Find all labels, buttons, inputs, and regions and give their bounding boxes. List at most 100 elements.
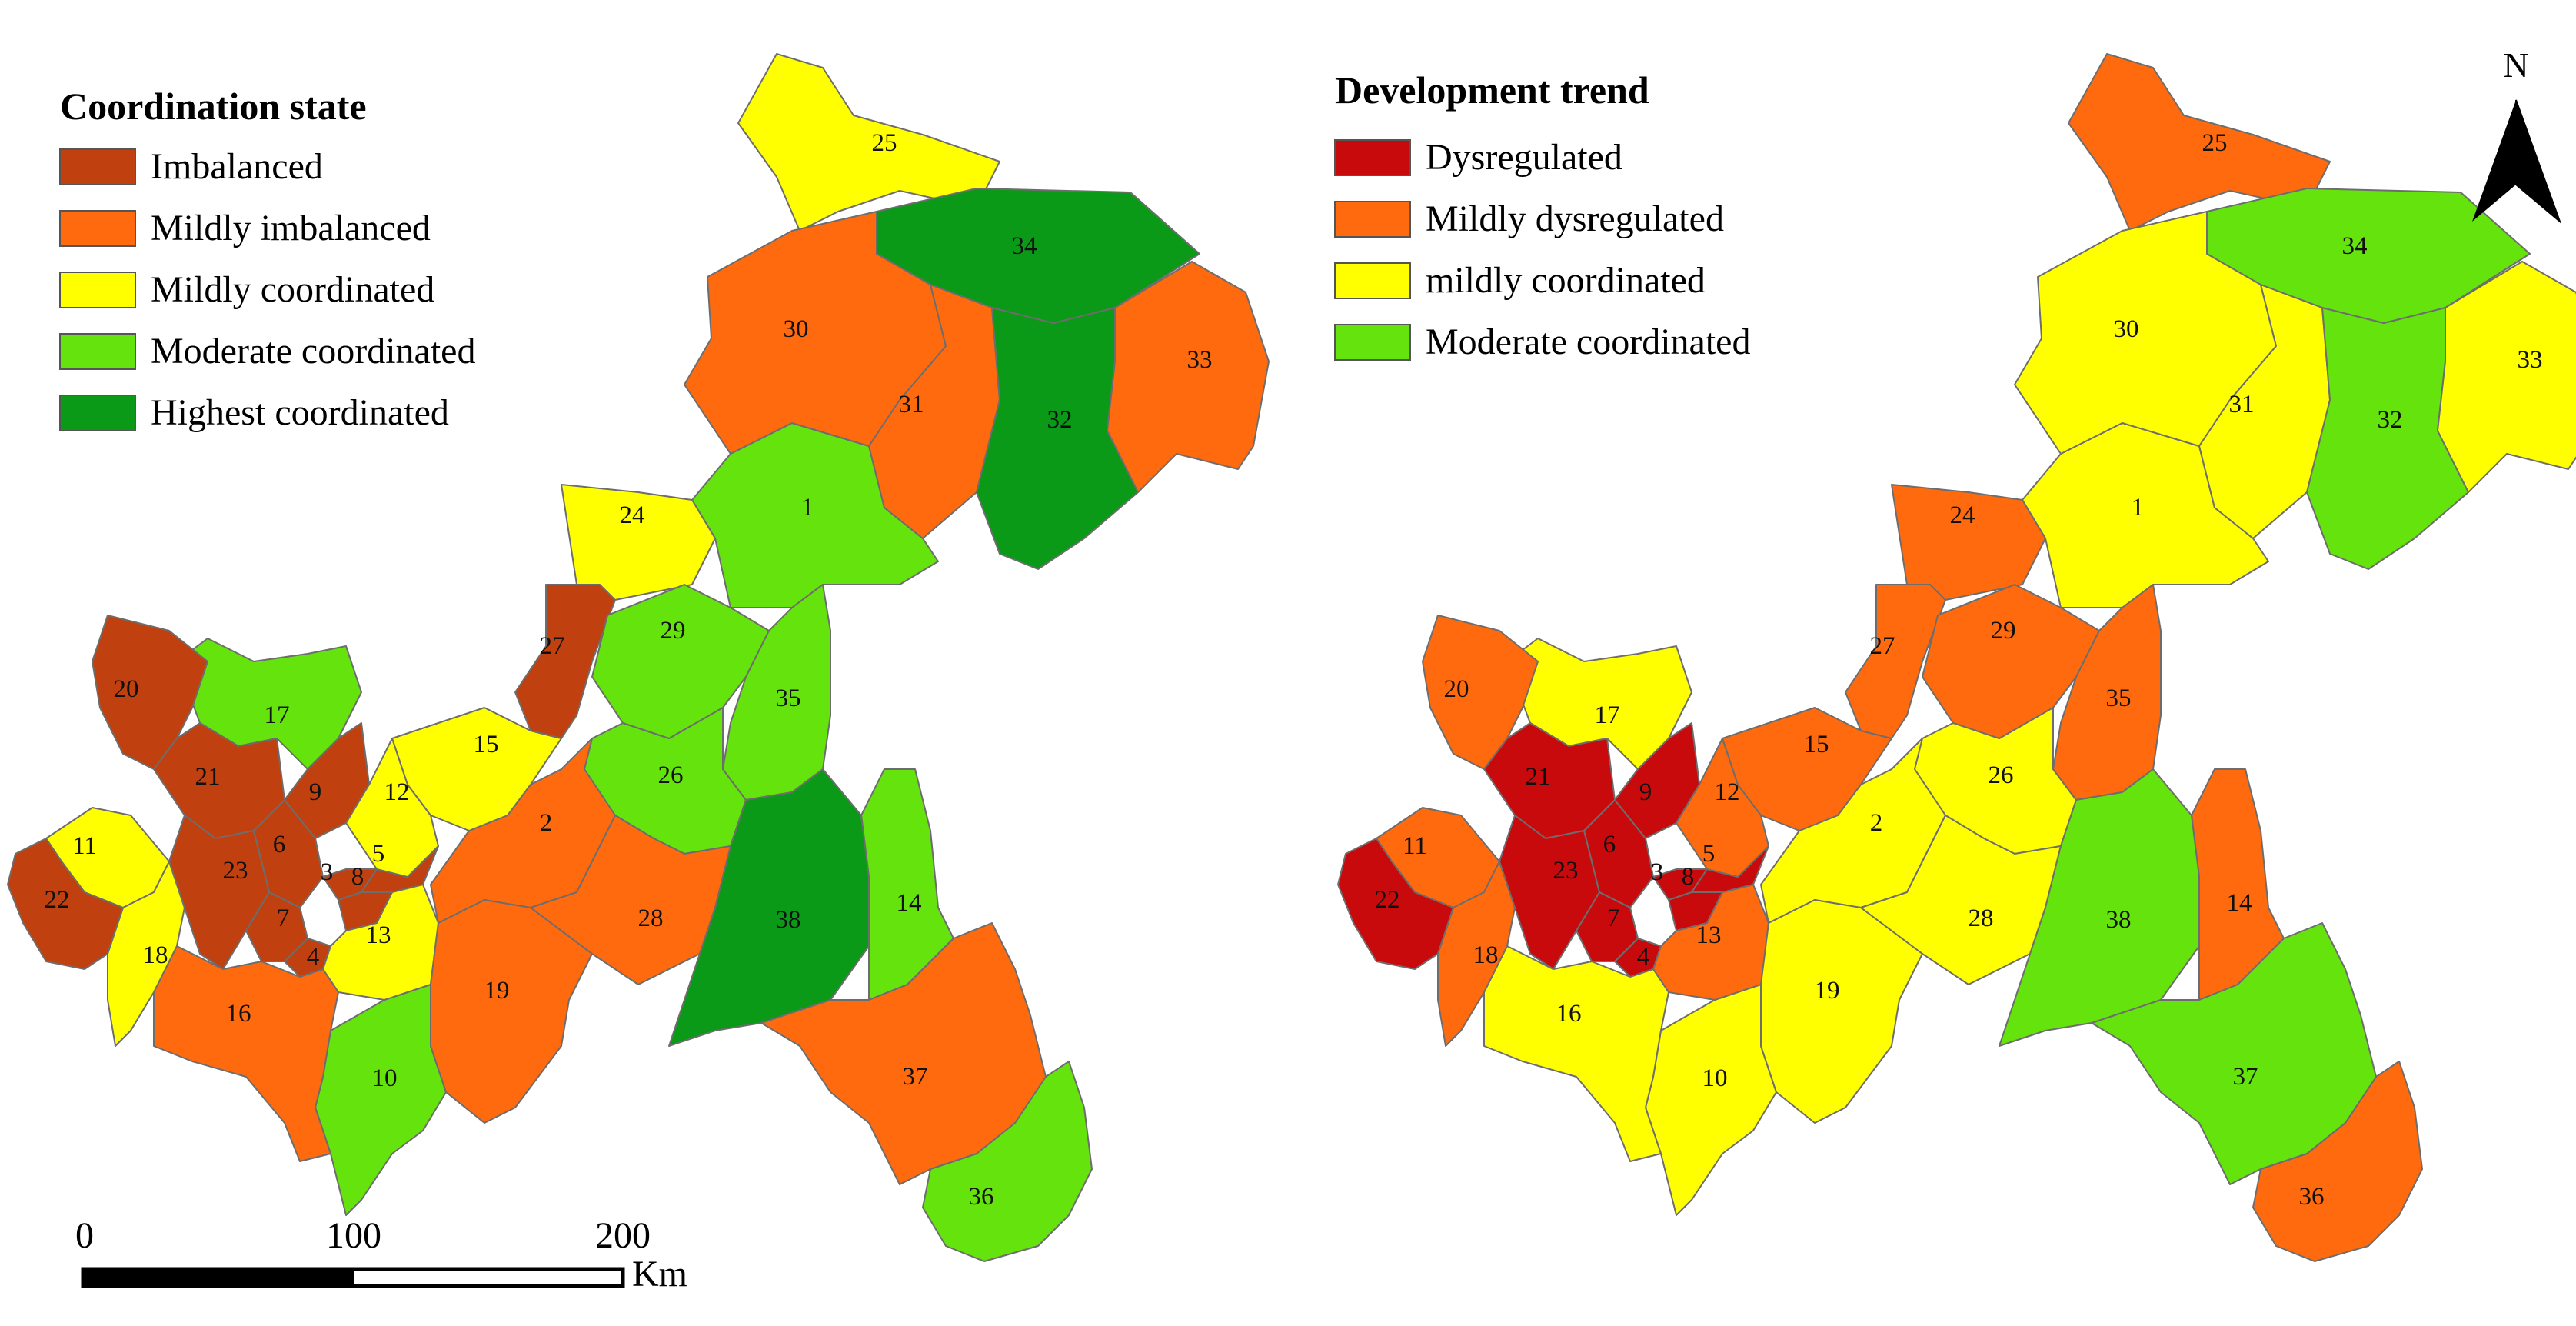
scale-tick-label: 200	[595, 1215, 651, 1256]
legend-label: Mildly dysregulated	[1426, 198, 1724, 239]
north-label: N	[2503, 45, 2528, 85]
region-label-15: 15	[1804, 731, 1829, 758]
legend-label: Dysregulated	[1426, 137, 1622, 178]
region-label-36: 36	[969, 1183, 994, 1211]
region-16	[1483, 945, 1669, 1162]
region-label-36: 36	[2299, 1183, 2325, 1211]
region-label-29: 29	[661, 617, 686, 645]
region-label-20: 20	[1444, 675, 1469, 703]
legend-title: Development trend	[1335, 68, 1649, 112]
region-label-12: 12	[1715, 778, 1740, 806]
region-label-9: 9	[1639, 778, 1652, 806]
region-label-15: 15	[474, 731, 499, 758]
region-label-22: 22	[45, 886, 70, 914]
legend-label: Moderate coordinated	[1426, 322, 1750, 362]
legend-swatch	[1334, 324, 1411, 361]
region-label-37: 37	[903, 1063, 928, 1091]
legend-label: Highest coordinated	[151, 392, 449, 433]
legend-swatch	[59, 210, 136, 247]
region-label-17: 17	[265, 701, 290, 729]
legend-swatch	[59, 395, 136, 431]
region-label-10: 10	[372, 1064, 398, 1092]
region-13	[322, 884, 439, 1001]
region-label-24: 24	[620, 501, 645, 529]
region-16	[153, 945, 339, 1162]
region-label-28: 28	[638, 905, 664, 932]
region-34	[876, 188, 1200, 324]
region-label-35: 35	[776, 685, 801, 712]
scale-tick-label: 100	[326, 1215, 381, 1256]
coordination-state-legend: Coordination state Imbalanced Mildly imba…	[59, 85, 475, 433]
region-label-31: 31	[2229, 391, 2255, 418]
region-label-28: 28	[1969, 905, 1994, 932]
region-label-7: 7	[1607, 905, 1620, 932]
region-label-18: 18	[1473, 941, 1499, 969]
region-label-17: 17	[1595, 701, 1620, 729]
region-label-31: 31	[899, 391, 924, 418]
region-15	[391, 707, 562, 831]
region-22	[1337, 838, 1454, 970]
region-label-3: 3	[1651, 858, 1664, 886]
region-label-23: 23	[1553, 857, 1579, 885]
region-label-29: 29	[1991, 617, 2016, 645]
region-23	[168, 815, 270, 970]
region-label-23: 23	[223, 857, 248, 885]
region-10	[315, 984, 447, 1216]
region-label-26: 26	[658, 761, 684, 789]
scale-tick-label: 0	[75, 1215, 94, 1256]
region-label-1: 1	[2132, 494, 2145, 521]
legend-label: Mildly coordinated	[151, 269, 434, 310]
development-trend-legend: Development trend Dysregulated Mildly dys…	[1334, 68, 1750, 362]
region-label-7: 7	[277, 905, 290, 932]
region-label-4: 4	[1637, 943, 1650, 971]
legend-label: Moderate coordinated	[151, 331, 475, 371]
development-trend-map: 1234567891011121314151617181920212223242…	[1337, 53, 2576, 1262]
legend-title: Coordination state	[60, 85, 367, 128]
region-label-6: 6	[1603, 831, 1616, 858]
region-29	[1922, 584, 2100, 739]
legend-swatch	[1334, 201, 1411, 238]
scale-unit: Km	[632, 1254, 687, 1294]
region-label-2: 2	[540, 809, 553, 837]
region-34	[2206, 188, 2531, 324]
region-label-37: 37	[2233, 1063, 2258, 1091]
region-label-19: 19	[1815, 977, 1840, 1004]
region-label-30: 30	[784, 315, 809, 343]
region-label-9: 9	[309, 778, 322, 806]
region-label-27: 27	[540, 632, 565, 660]
region-label-34: 34	[2342, 232, 2368, 260]
region-label-18: 18	[143, 941, 168, 969]
region-37	[760, 922, 1047, 1185]
legend-swatch	[1334, 262, 1411, 299]
region-23	[1499, 815, 1600, 970]
region-29	[591, 584, 770, 739]
region-33	[1107, 261, 1270, 493]
north-arrow-icon: N	[2472, 45, 2562, 225]
region-label-3: 3	[321, 858, 334, 886]
region-label-5: 5	[372, 840, 385, 868]
region-label-30: 30	[2114, 315, 2139, 343]
region-33	[2437, 261, 2576, 493]
region-label-20: 20	[114, 675, 139, 703]
region-label-35: 35	[2106, 685, 2132, 712]
region-label-34: 34	[1012, 232, 1037, 260]
region-label-27: 27	[1870, 632, 1895, 660]
region-27	[514, 584, 616, 739]
region-label-33: 33	[2518, 346, 2543, 374]
region-18	[107, 861, 185, 1047]
region-13	[1652, 884, 1769, 1001]
region-18	[1437, 861, 1516, 1047]
legend-label: Mildly imbalanced	[151, 208, 431, 248]
region-label-8: 8	[351, 863, 364, 891]
region-label-12: 12	[384, 778, 410, 806]
legend-swatch	[59, 333, 136, 370]
region-label-25: 25	[2202, 129, 2228, 157]
region-27	[1845, 584, 1946, 739]
region-15	[1722, 707, 1892, 831]
region-label-1: 1	[801, 494, 814, 521]
region-label-38: 38	[776, 906, 801, 934]
region-label-21: 21	[195, 763, 221, 791]
region-label-21: 21	[1526, 763, 1551, 791]
region-label-25: 25	[872, 129, 897, 157]
